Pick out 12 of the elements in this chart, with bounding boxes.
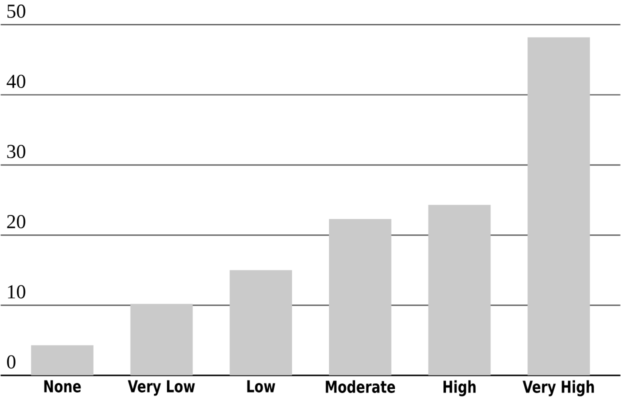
x-tick-label: High	[444, 380, 476, 396]
y-tick-label: 30	[7, 144, 26, 158]
y-tick-label: 40	[6, 74, 26, 88]
y-tick-label: 0	[7, 355, 16, 369]
x-tick-label: Moderate	[326, 380, 396, 394]
y-tick-label: 10	[8, 285, 26, 299]
x-tick-label: Very High	[522, 380, 594, 396]
x-tick-label: Low	[247, 380, 276, 393]
y-tick-label: 20	[7, 215, 26, 228]
y-tick-label: 50	[7, 4, 26, 18]
x-tick-label: None	[44, 380, 81, 393]
x-tick-label: Very Low	[128, 380, 195, 396]
